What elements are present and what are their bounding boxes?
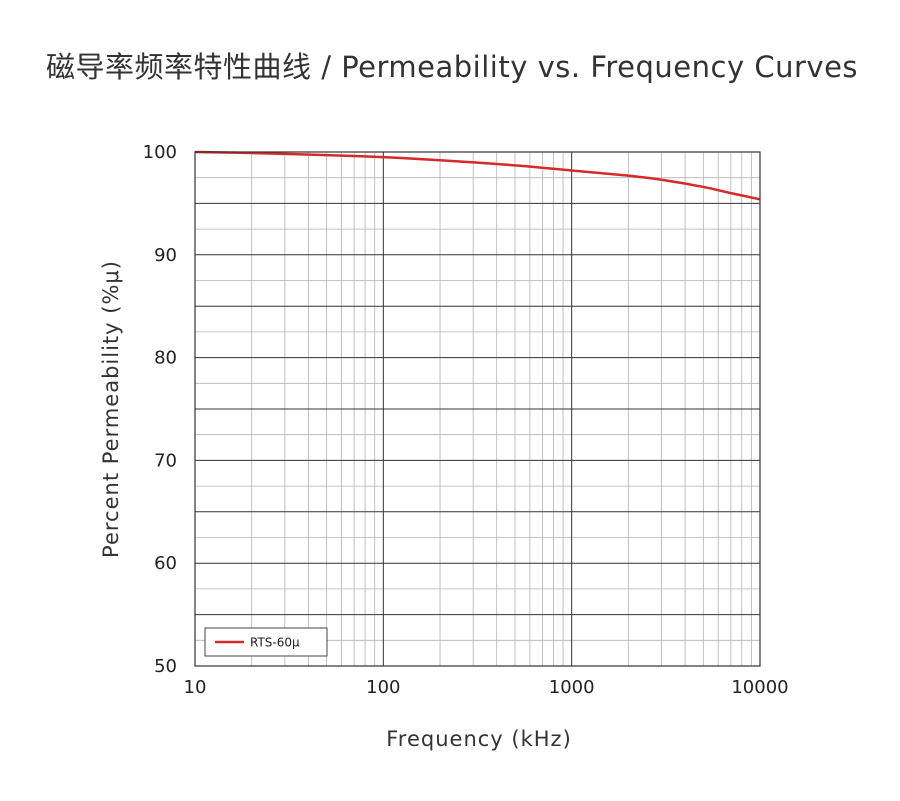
- y-axis-title: Percent Permeability (%μ): [99, 260, 123, 558]
- x-tick-label: 10: [184, 677, 207, 698]
- y-tick-label: 80: [154, 348, 177, 369]
- y-tick-label: 90: [154, 245, 177, 266]
- y-tick-label: 60: [154, 553, 177, 574]
- y-tick-label: 100: [143, 142, 177, 163]
- chart-title: 磁导率频率特性曲线 / Permeability vs. Frequency C…: [46, 50, 859, 84]
- x-tick-label: 1000: [549, 677, 595, 698]
- y-tick-label: 70: [154, 450, 177, 471]
- x-tick-labels: 10 100 1000 10000: [184, 677, 789, 698]
- series-line-rts-60: [194, 150, 761, 201]
- x-tick-label: 100: [366, 677, 400, 698]
- grid-major: [195, 152, 760, 666]
- legend: RTS-60μ: [204, 627, 328, 657]
- series-layer: [194, 150, 761, 201]
- legend-label-rts-60: RTS-60μ: [250, 636, 300, 650]
- plot-frame: [194, 151, 761, 667]
- y-tick-label: 50: [154, 656, 177, 677]
- y-tick-labels: 100 90 80 70 60 50: [143, 142, 177, 677]
- x-axis-title: Frequency (kHz): [386, 727, 572, 751]
- x-tick-label: 10000: [731, 677, 788, 698]
